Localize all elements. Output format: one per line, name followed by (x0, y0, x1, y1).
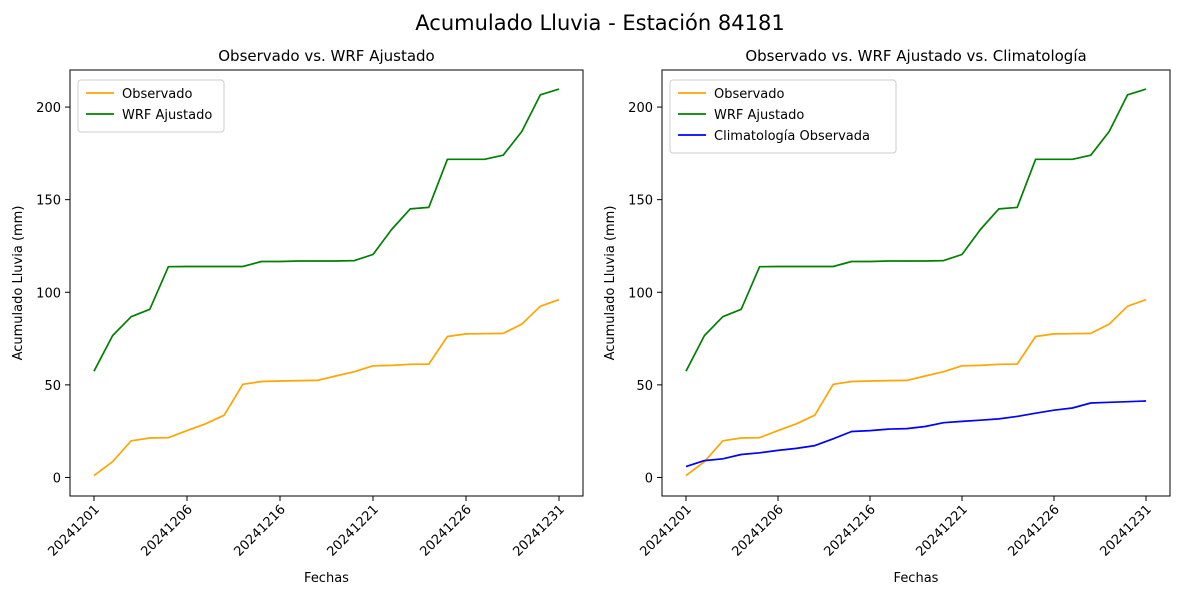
legend-label: Observado (714, 87, 785, 102)
right-chart-panel: Observado vs. WRF Ajustado vs. Climatolo… (603, 47, 1171, 586)
subplot-title: Observado vs. WRF Ajustado (218, 47, 434, 65)
series-line-wrf-ajustado (93, 88, 560, 372)
legend-label: Climatología Observada (714, 129, 870, 144)
x-tick-label: 20241221 (324, 502, 381, 559)
legend-label: WRF Ajustado (714, 108, 804, 123)
x-tick-label: 20241206 (729, 502, 786, 559)
legend-box (669, 79, 897, 154)
x-tick-label: 20241226 (1005, 502, 1062, 559)
y-tick-label: 100 (36, 286, 61, 301)
series-line-wrf-ajustado (685, 88, 1147, 372)
y-tick-label: 200 (36, 101, 61, 116)
x-axis-label: Fechas (894, 571, 939, 586)
y-axis-label: Acumulado Lluvia (mm) (603, 206, 618, 361)
series-line-climatolog-a-observada (685, 400, 1147, 468)
y-tick-label: 0 (645, 471, 653, 486)
x-tick-label: 20241226 (417, 502, 474, 559)
y-tick-label: 50 (636, 379, 653, 394)
y-tick-label: 200 (628, 101, 653, 116)
series-line-observado (93, 298, 560, 477)
y-tick-label: 150 (628, 194, 653, 209)
y-tick-label: 150 (36, 194, 61, 209)
x-tick-label: 20241201 (637, 502, 694, 559)
figure-title: Acumulado Lluvia - Estación 84181 (415, 11, 784, 35)
subplot-title: Observado vs. WRF Ajustado vs. Climatolo… (745, 47, 1086, 65)
legend-label: WRF Ajustado (122, 108, 212, 123)
legend-label: Observado (122, 87, 193, 102)
y-tick-label: 50 (44, 379, 61, 394)
series-line-observado (685, 298, 1147, 477)
x-tick-label: 20241216 (231, 502, 288, 559)
x-tick-label: 20241221 (913, 502, 970, 559)
plot-area-frame (69, 69, 584, 497)
left-chart-panel: Observado vs. WRF Ajustado 0 50 100 150 200 20… (11, 47, 584, 586)
x-tick-label: 20241201 (45, 502, 102, 559)
x-tick-label: 20241206 (138, 502, 195, 559)
y-tick-label: 100 (628, 286, 653, 301)
x-tick-label: 20241231 (510, 502, 567, 559)
y-tick-label: 0 (53, 471, 61, 486)
y-axis-label: Acumulado Lluvia (mm) (11, 206, 26, 361)
x-tick-label: 20241231 (1097, 502, 1154, 559)
x-tick-label: 20241216 (821, 502, 878, 559)
legend-box (77, 79, 225, 133)
x-axis-label: Fechas (304, 571, 349, 586)
